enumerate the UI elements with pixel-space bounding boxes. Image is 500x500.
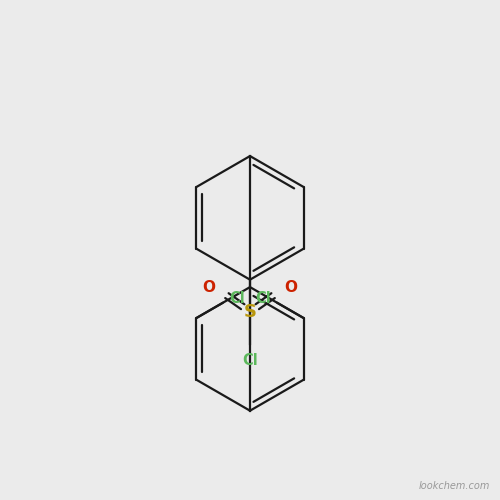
Text: S: S	[244, 303, 256, 321]
Text: O: O	[284, 280, 298, 295]
Text: Cl: Cl	[229, 291, 244, 306]
Text: Cl: Cl	[242, 353, 258, 368]
Text: lookchem.com: lookchem.com	[418, 482, 490, 492]
Text: Cl: Cl	[256, 291, 271, 306]
Text: O: O	[202, 280, 215, 295]
